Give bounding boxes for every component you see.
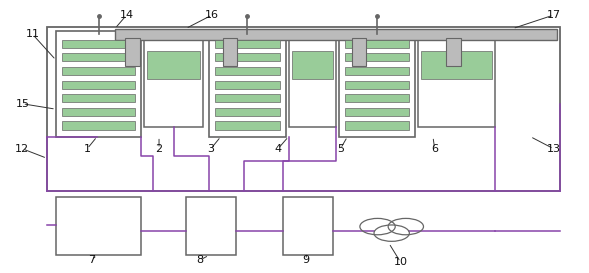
Bar <box>223 38 237 66</box>
Text: 13: 13 <box>547 144 561 154</box>
Bar <box>421 51 492 79</box>
Bar <box>283 197 333 255</box>
Text: 4: 4 <box>274 144 282 154</box>
Text: 16: 16 <box>205 10 219 20</box>
Bar <box>418 31 495 127</box>
Bar <box>345 94 409 102</box>
Bar <box>352 38 366 66</box>
Bar <box>215 40 280 48</box>
Bar <box>215 108 280 116</box>
Bar <box>209 31 286 136</box>
Bar <box>56 31 141 136</box>
Text: 5: 5 <box>337 144 344 154</box>
Bar <box>56 197 141 255</box>
Bar <box>144 31 203 127</box>
Text: 9: 9 <box>303 255 310 265</box>
Bar <box>147 51 200 79</box>
Bar <box>292 51 333 79</box>
Text: 8: 8 <box>197 255 204 265</box>
Text: 1: 1 <box>84 144 91 154</box>
Bar <box>125 38 140 66</box>
Text: 7: 7 <box>88 255 95 265</box>
Text: 11: 11 <box>25 29 39 39</box>
Bar <box>446 38 461 66</box>
Bar <box>62 67 135 75</box>
Bar <box>115 29 557 40</box>
Bar <box>339 31 415 136</box>
Text: 2: 2 <box>155 144 163 154</box>
Text: 17: 17 <box>547 10 561 20</box>
Text: 10: 10 <box>393 257 408 267</box>
Text: 15: 15 <box>15 99 29 109</box>
Bar <box>215 81 280 89</box>
Text: 14: 14 <box>120 10 134 20</box>
Bar <box>345 67 409 75</box>
Bar <box>215 67 280 75</box>
Bar <box>345 121 409 130</box>
Bar <box>345 81 409 89</box>
Text: 6: 6 <box>431 144 438 154</box>
Bar <box>345 108 409 116</box>
Bar <box>345 53 409 61</box>
Bar <box>62 81 135 89</box>
Text: 12: 12 <box>15 144 29 154</box>
Text: 3: 3 <box>207 144 214 154</box>
Bar <box>62 40 135 48</box>
Bar <box>345 40 409 48</box>
Bar <box>186 197 236 255</box>
Bar <box>215 53 280 61</box>
Bar <box>215 94 280 102</box>
Bar <box>62 121 135 130</box>
Bar <box>62 108 135 116</box>
Bar <box>215 121 280 130</box>
Bar <box>47 27 560 191</box>
Bar <box>62 53 135 61</box>
Bar <box>62 94 135 102</box>
Bar <box>289 31 336 127</box>
